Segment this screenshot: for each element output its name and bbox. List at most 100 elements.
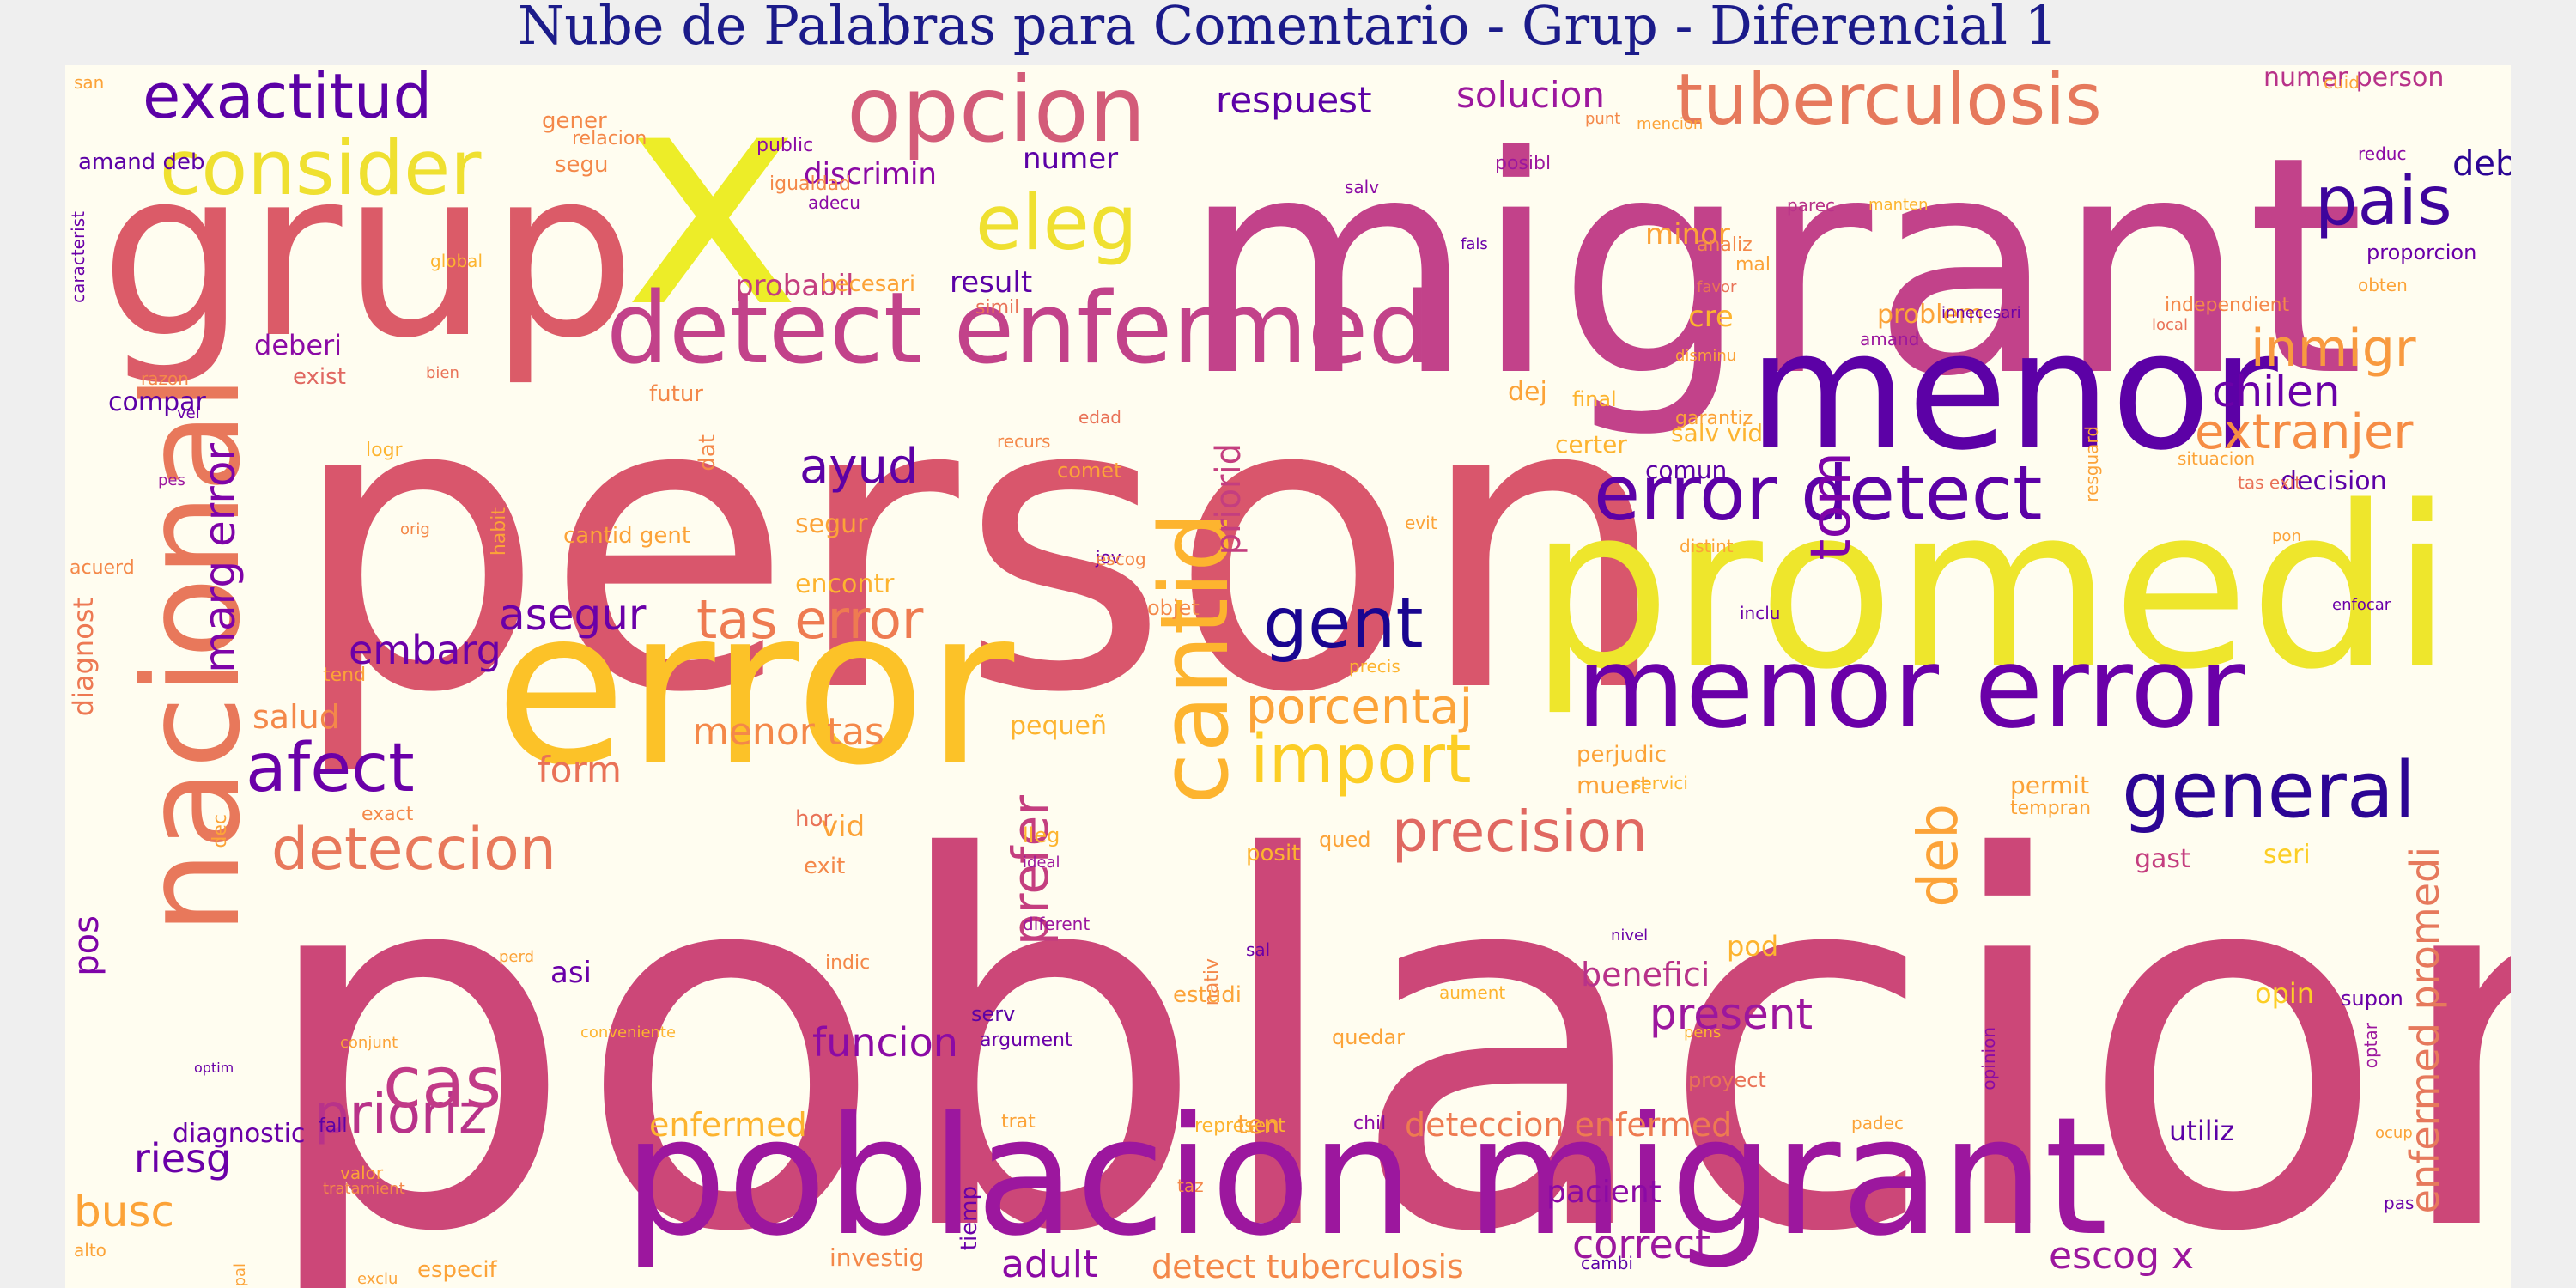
cloud-word: cuid (2324, 72, 2360, 93)
cloud-word: salud (252, 698, 340, 736)
cloud-word: igualdad (769, 173, 852, 195)
cloud-word: optim (194, 1060, 234, 1076)
cloud-word: diagnostic (173, 1119, 306, 1149)
cloud-word: favor (1697, 278, 1737, 296)
cloud-word: relacion (572, 128, 647, 149)
cloud-word: simil (975, 297, 1020, 319)
cloud-word: comun (1645, 456, 1728, 484)
cloud-word: marg error (195, 443, 245, 673)
cloud-word: salv (1345, 177, 1380, 197)
cloud-word: encontr (795, 569, 895, 599)
cloud-word: riesg (134, 1135, 232, 1182)
cloud-word: enfermed (649, 1106, 807, 1144)
cloud-word: independient (2165, 295, 2290, 316)
cloud-word: muert (1577, 771, 1649, 799)
cloud-word: tratamient (323, 1180, 405, 1198)
cloud-word: acuerd (70, 557, 135, 579)
cloud-word: valor (340, 1163, 384, 1183)
cloud-word: serv (971, 1002, 1016, 1026)
cloud-word: precision (1392, 799, 1648, 865)
cloud-word: chil (1353, 1113, 1387, 1134)
cloud-word: precis (1349, 656, 1400, 677)
cloud-word: gast (2135, 844, 2190, 874)
cloud-word: result (950, 265, 1033, 300)
cloud-word: detect tuberculosis (1151, 1248, 1464, 1285)
cloud-word: error (495, 562, 1015, 812)
cloud-word: respuest (1216, 79, 1372, 121)
cloud-word: prioriz (314, 1083, 488, 1146)
cloud-word: conveniente (580, 1024, 677, 1042)
cloud-word: local (2152, 316, 2188, 334)
cloud-word: cantid (1139, 512, 1249, 805)
cloud-word: import (1250, 721, 1472, 799)
cloud-word: ideal (1023, 854, 1060, 872)
cloud-word: inclu (1740, 603, 1781, 623)
cloud-word: nivel (1611, 927, 1649, 945)
cloud-word: amand deb (78, 149, 205, 175)
cloud-word: person (289, 311, 1673, 781)
cloud-word: exactitud (143, 65, 433, 132)
cloud-word: x (623, 65, 802, 374)
cloud-word: vel (177, 404, 200, 422)
cloud-word: present (1649, 989, 1814, 1039)
cloud-word: comet (1057, 459, 1122, 483)
cloud-word: cas (383, 1042, 502, 1124)
cloud-word: padec (1851, 1113, 1904, 1133)
cloud-word: correct (1572, 1221, 1711, 1267)
cloud-word: exact (361, 804, 414, 825)
cloud-word: escog x (2049, 1234, 2195, 1278)
chart-title: Nube de Palabras para Comentario - Grup … (517, 0, 2059, 57)
cloud-word: benefici (1581, 956, 1710, 993)
cloud-word: pequeñ (1010, 711, 1108, 741)
cloud-word: compar (108, 387, 206, 417)
cloud-word: escog (1096, 549, 1146, 569)
cloud-word: dec (210, 814, 231, 848)
cloud-word: jov (1096, 547, 1121, 568)
cloud-word: qued (1319, 828, 1371, 852)
cloud-word: especif (417, 1257, 497, 1283)
cloud-word: asi (550, 956, 592, 990)
cloud-word: represent (1194, 1115, 1285, 1137)
cloud-word: enfocar (2332, 596, 2391, 614)
cloud-word: investig (829, 1243, 925, 1272)
cloud-word: habit (489, 507, 510, 556)
cloud-word: probabil (735, 269, 854, 303)
cloud-word: garantiz (1675, 408, 1753, 429)
cloud-word: problem (1877, 300, 1984, 330)
word-cloud: poblacion person migrant x grup promedi error m… (65, 65, 2511, 1288)
cloud-word: pais (2315, 163, 2452, 240)
cloud-word: argument (980, 1030, 1072, 1051)
cloud-word: decision (2281, 466, 2387, 496)
cloud-word: global (430, 251, 483, 271)
cloud-word: tiemp (957, 1186, 982, 1251)
cloud-word: exist (293, 364, 346, 390)
cloud-word: tas exit (2238, 472, 2302, 493)
cloud-word: gent (1263, 583, 1424, 665)
cloud-word: futur (649, 381, 703, 407)
cloud-word: posit (1246, 841, 1301, 866)
cloud-word: supon (2341, 987, 2403, 1011)
cloud-word: exclu (357, 1270, 398, 1288)
cloud-word: proyect (1688, 1068, 1766, 1092)
cloud-word: form (538, 749, 622, 791)
cloud-word: menor (1748, 296, 2278, 486)
cloud-word: mencion (1637, 115, 1704, 133)
cloud-word: adult (1001, 1242, 1098, 1286)
cloud-word: poblacion (254, 753, 2511, 1288)
cloud-word: optar (2360, 1023, 2381, 1069)
cloud-word: grup (100, 118, 636, 389)
cloud-word: quedar (1332, 1025, 1406, 1049)
cloud-word: tempran (2010, 798, 2092, 819)
cloud-word: opinion (1978, 1027, 1999, 1091)
cloud-word: principal (231, 1263, 249, 1288)
cloud-word: extranjer (2195, 404, 2414, 460)
cloud-word: amand (1860, 329, 1920, 349)
cloud-word: edad (1078, 407, 1121, 428)
cloud-word: detect enfermed (606, 271, 1431, 386)
cloud-word: pens (1684, 1024, 1722, 1042)
cloud-word: migrant (1182, 92, 2365, 442)
cloud-word: dat (695, 434, 720, 471)
cloud-word: menor error (1577, 623, 2245, 753)
cloud-word: segu (555, 152, 609, 178)
cloud-word: reduc (2358, 143, 2407, 164)
